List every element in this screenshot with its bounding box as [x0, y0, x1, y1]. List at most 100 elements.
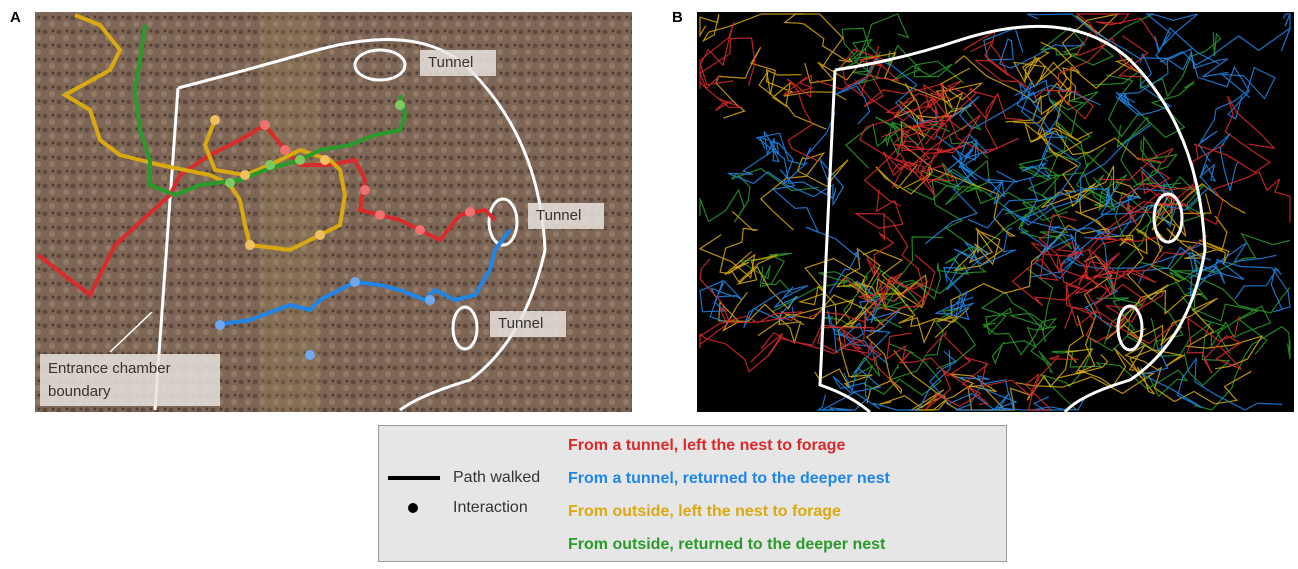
track — [880, 92, 981, 154]
track — [1198, 66, 1276, 163]
track — [1023, 122, 1096, 208]
tunnel-label: Tunnel — [536, 207, 581, 224]
label-box — [490, 311, 566, 337]
track — [892, 145, 966, 197]
track — [724, 251, 797, 310]
track — [1015, 348, 1186, 395]
track — [1088, 183, 1199, 281]
track — [841, 254, 936, 311]
track — [1075, 13, 1158, 56]
track — [879, 373, 998, 411]
track — [928, 350, 1010, 411]
track — [783, 13, 854, 69]
track — [1193, 95, 1276, 174]
track — [841, 27, 881, 86]
track — [836, 292, 929, 361]
track — [980, 355, 1079, 411]
track — [1199, 132, 1239, 196]
track — [1038, 213, 1116, 280]
track — [1051, 350, 1189, 398]
track — [954, 55, 1093, 141]
tunnel-ring — [1116, 304, 1144, 352]
track — [1093, 234, 1208, 296]
track — [1145, 13, 1220, 66]
track — [1098, 147, 1186, 207]
track — [1124, 343, 1252, 405]
track — [1188, 171, 1291, 226]
legend-category: From a tunnel, returned to the deeper ne… — [568, 470, 890, 487]
track — [853, 189, 925, 303]
track — [771, 169, 861, 294]
track — [823, 264, 914, 330]
track — [1132, 135, 1179, 188]
track — [1186, 315, 1242, 374]
path — [214, 228, 512, 327]
track — [1034, 35, 1149, 120]
track — [1138, 261, 1268, 355]
track — [1126, 321, 1231, 387]
track — [699, 167, 819, 223]
track — [1041, 167, 1131, 213]
track — [699, 37, 756, 112]
track — [892, 87, 999, 154]
track — [1065, 257, 1116, 327]
interactions — [215, 277, 435, 360]
track — [1188, 242, 1277, 298]
track — [699, 279, 743, 323]
track — [758, 130, 808, 185]
track — [699, 308, 784, 373]
interactions — [225, 100, 405, 188]
track — [759, 152, 849, 231]
track — [1004, 205, 1073, 250]
panel-b — [697, 12, 1294, 414]
track — [816, 73, 954, 109]
track — [1055, 235, 1163, 280]
track — [1048, 91, 1107, 168]
track — [1160, 297, 1264, 370]
track — [782, 74, 820, 163]
legend-category: From a tunnel, left the nest to forage — [568, 437, 845, 454]
track — [1014, 79, 1101, 139]
tunnel-label: Tunnel — [498, 315, 543, 332]
track — [888, 307, 976, 382]
tunnel-ring — [451, 305, 479, 351]
track — [919, 162, 1051, 253]
track — [924, 356, 990, 411]
track — [982, 312, 1058, 356]
track — [1074, 210, 1181, 283]
track — [699, 258, 804, 337]
track — [1218, 259, 1291, 313]
track — [850, 343, 942, 396]
track — [983, 27, 1084, 69]
track — [1077, 260, 1165, 323]
track — [980, 267, 1054, 336]
track — [1012, 100, 1140, 161]
track — [991, 325, 1058, 374]
track — [924, 133, 988, 245]
track — [1168, 244, 1291, 314]
track — [699, 21, 735, 90]
track — [755, 112, 837, 200]
track — [1166, 215, 1230, 265]
track — [1012, 13, 1120, 85]
track — [934, 224, 1110, 339]
boundary-label: Entrance chamber — [48, 360, 171, 377]
panel-a: Tunnel Tunnel Tunnel Entrance chamber bo… — [35, 12, 632, 412]
track — [947, 80, 1053, 162]
track — [743, 284, 809, 328]
track — [893, 82, 934, 189]
legend-category: From outside, left the nest to forage — [568, 503, 841, 520]
track — [863, 140, 946, 207]
track — [845, 116, 905, 169]
label-box — [528, 203, 604, 229]
track — [1159, 13, 1292, 66]
panel-label: A — [10, 9, 21, 26]
track — [985, 161, 1051, 205]
track — [1019, 142, 1111, 239]
track — [1011, 242, 1081, 307]
track — [839, 272, 929, 389]
track — [963, 29, 1030, 89]
track — [1026, 13, 1229, 78]
